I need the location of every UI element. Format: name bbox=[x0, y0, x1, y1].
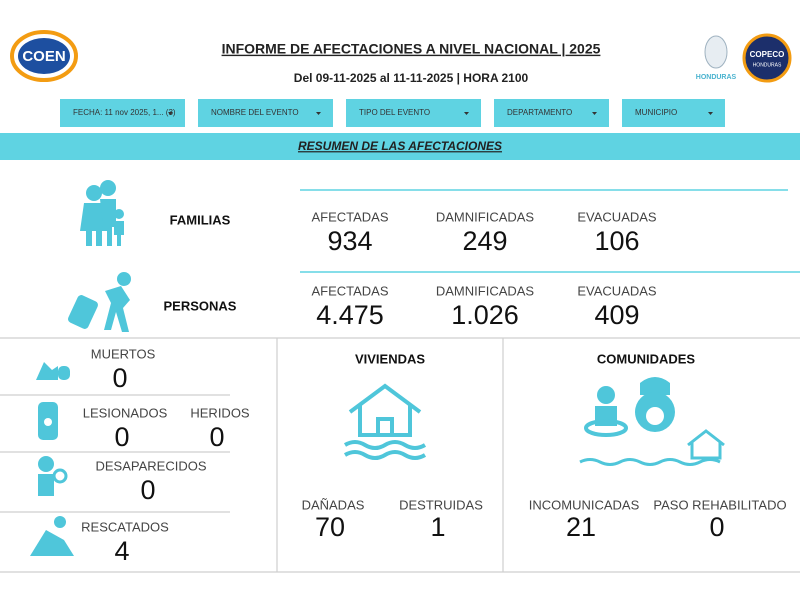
stat-value: 4 bbox=[114, 536, 129, 566]
filter-box bbox=[346, 99, 481, 127]
copeco-logo: COPECO HONDURAS bbox=[742, 33, 792, 83]
stat-value: 0 bbox=[112, 363, 127, 393]
title: INFORME DE AFECTACIONES A NIVEL NACIONAL… bbox=[222, 41, 601, 57]
stat-value: 409 bbox=[594, 300, 639, 330]
stat-value: 0 bbox=[114, 422, 129, 452]
person-icon bbox=[68, 272, 131, 332]
filter-box bbox=[198, 99, 333, 127]
banner-bg bbox=[0, 133, 800, 160]
stats: MUERTOS0LESIONADOS0HERIDOS0DESAPARECIDOS… bbox=[81, 346, 786, 566]
stat-value: 4.475 bbox=[316, 300, 384, 330]
stat-value: 0 bbox=[209, 422, 224, 452]
stat-label: MUERTOS bbox=[91, 346, 156, 361]
filter-dropdown[interactable]: FECHA: 11 nov 2025, 1... (3) bbox=[60, 99, 185, 127]
summary: FAMILIAS AFECTADAS 934 DAMNIFICADAS 249 EVACU… bbox=[164, 209, 657, 330]
filter-label: NOMBRE DEL EVENTO bbox=[211, 108, 299, 117]
filter-dropdown[interactable]: NOMBRE DEL EVENTO bbox=[198, 99, 333, 127]
stat-value: 1 bbox=[430, 512, 445, 542]
stat-value: 106 bbox=[594, 226, 639, 256]
filter-dropdown[interactable]: TIPO DEL EVENTO bbox=[346, 99, 481, 127]
row-label: FAMILIAS bbox=[170, 212, 231, 227]
stat-label: AFECTADAS bbox=[311, 209, 388, 224]
stat-label: PASO REHABILITADO bbox=[653, 497, 786, 512]
people-icons bbox=[30, 362, 74, 556]
filter-label: MUNICIPIO bbox=[635, 108, 677, 117]
logo-text: HONDURAS bbox=[753, 62, 782, 68]
subtitle: Del 09-11-2025 al 11-11-2025 | HORA 2100 bbox=[294, 71, 529, 85]
stat-value: 1.026 bbox=[451, 300, 519, 330]
stat-label: LESIONADOS bbox=[83, 405, 168, 420]
filter-label: FECHA: 11 nov 2025, 1... (3) bbox=[73, 108, 176, 117]
stat-value: 934 bbox=[327, 226, 372, 256]
stat-label: DESTRUIDAS bbox=[399, 497, 483, 512]
logo-text: COEN bbox=[22, 48, 65, 65]
dropdown-arrow bbox=[464, 112, 469, 115]
filter-box bbox=[494, 99, 609, 127]
filter-label: DEPARTAMENTO bbox=[507, 108, 572, 117]
community-icon bbox=[579, 377, 725, 466]
row-label: PERSONAS bbox=[164, 298, 237, 313]
stat-label: INCOMUNICADAS bbox=[529, 497, 640, 512]
family-icon bbox=[80, 180, 124, 246]
filter-box bbox=[622, 99, 725, 127]
stat-label: DESAPARECIDOS bbox=[95, 458, 206, 473]
logo-text: COPECO bbox=[750, 50, 785, 59]
filter-label: TIPO DEL EVENTO bbox=[359, 108, 430, 117]
stat-value: 21 bbox=[566, 512, 596, 542]
stat-label: DAMNIFICADAS bbox=[436, 209, 535, 224]
filter-dropdown[interactable]: DEPARTAMENTO bbox=[494, 99, 609, 127]
dropdown-arrow bbox=[316, 112, 321, 115]
banner: RESUMEN DE LAS AFECTACIONES bbox=[298, 139, 502, 153]
dropdown-arrow bbox=[168, 112, 173, 115]
filter-dropdown[interactable]: MUNICIPIO bbox=[622, 99, 725, 127]
stat-value: 70 bbox=[315, 512, 345, 542]
stat-value: 249 bbox=[462, 226, 507, 256]
dropdown-arrow bbox=[708, 112, 713, 115]
stat-value: 0 bbox=[709, 512, 724, 542]
stat-label: EVACUADAS bbox=[577, 209, 657, 224]
logo-text: HONDURAS bbox=[696, 74, 737, 81]
dropdown-arrow bbox=[592, 112, 597, 115]
stat-label: EVACUADAS bbox=[577, 283, 657, 298]
house-icon bbox=[343, 383, 427, 460]
section-title: COMUNIDADES bbox=[597, 351, 696, 366]
stat-label: RESCATADOS bbox=[81, 519, 169, 534]
coen-logo: COEN bbox=[10, 30, 78, 82]
stat-label: AFECTADAS bbox=[311, 283, 388, 298]
filters: FECHA: 11 nov 2025, 1... (3) NOMBRE DEL E… bbox=[60, 99, 725, 127]
section-title: VIVIENDAS bbox=[355, 351, 425, 366]
stat-label: DAÑADAS bbox=[302, 497, 365, 512]
stat-label: HERIDOS bbox=[190, 405, 250, 420]
filter-box bbox=[60, 99, 185, 127]
stat-label: DAMNIFICADAS bbox=[436, 283, 535, 298]
stat-value: 0 bbox=[140, 475, 155, 505]
honduras-logo: HONDURAS bbox=[696, 35, 737, 81]
